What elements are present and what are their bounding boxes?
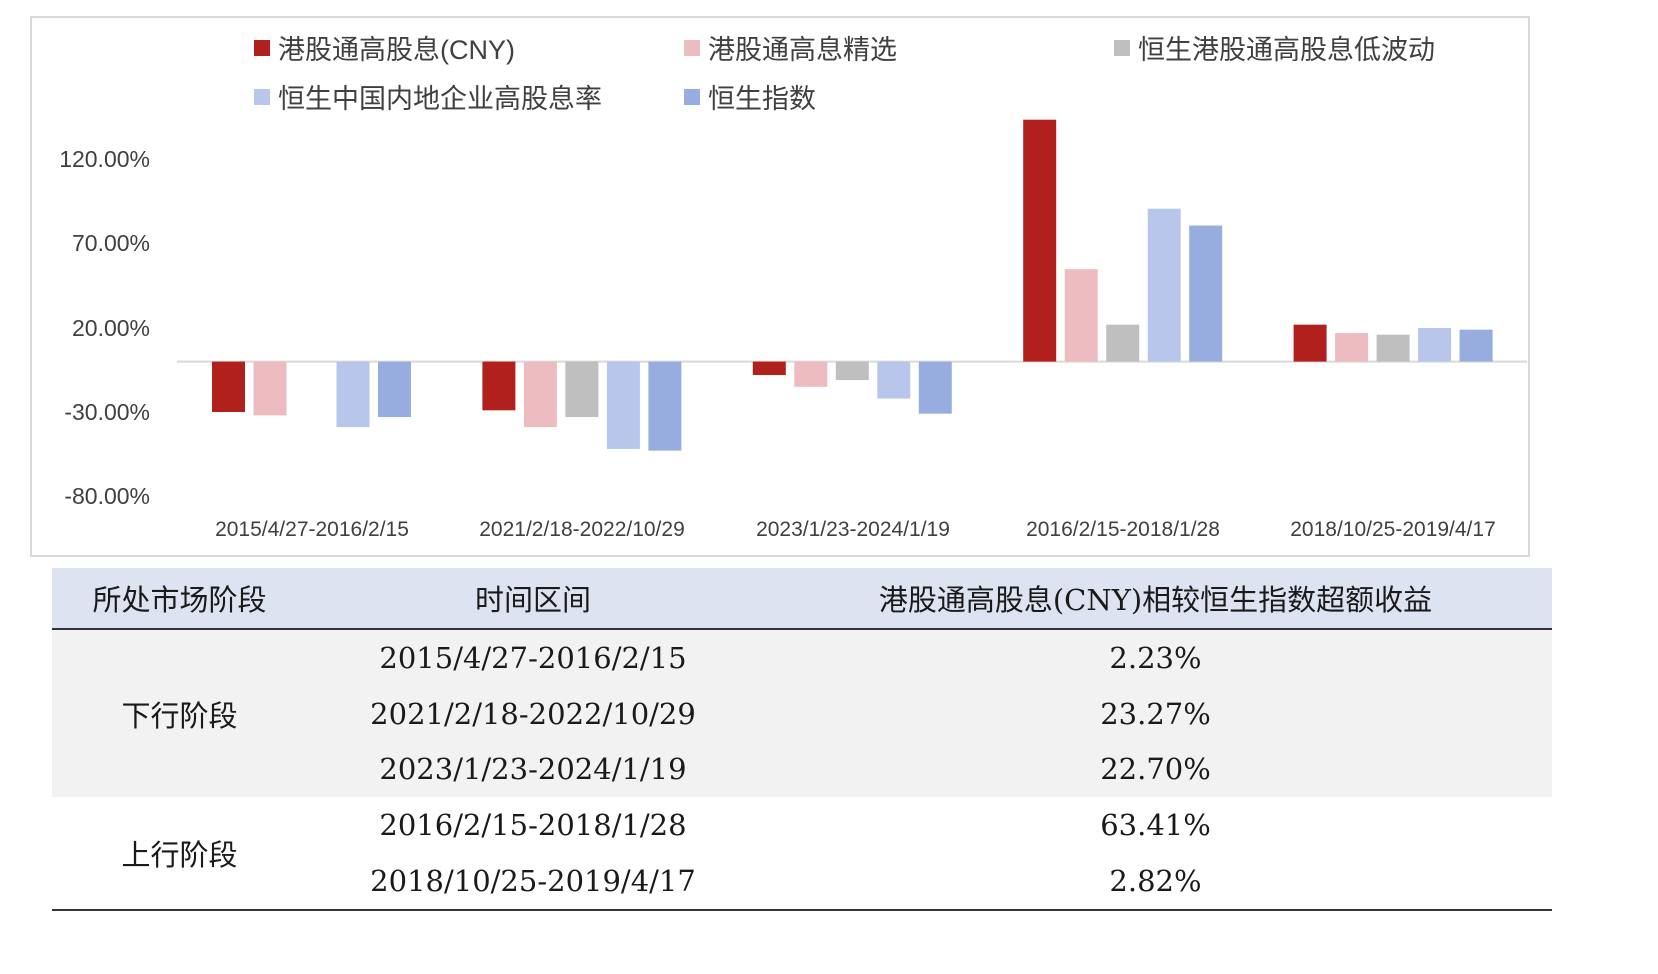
bar-4-3 — [1418, 328, 1452, 362]
legend-item-3: 恒生中国内地企业高股息率 — [254, 77, 602, 116]
table-row: 2021/2/18-2022/10/29 23.27% — [52, 686, 1552, 742]
stage-cell-down: 下行阶段 — [52, 629, 307, 798]
legend-label-1: 港股通高息精选 — [708, 35, 897, 65]
table-header-row: 所处市场阶段 时间区间 港股通高股息(CNY)相较恒生指数超额收益 — [52, 568, 1552, 630]
bar-1-0 — [482, 361, 516, 411]
y-tick-label-0: 120.00% — [59, 146, 150, 172]
period-cell: 2018/10/25-2019/4/17 — [307, 852, 759, 910]
bar-3-0 — [1023, 119, 1057, 362]
bar-0-1 — [253, 361, 287, 416]
table-row: 2018/10/25-2019/4/17 2.82% — [52, 852, 1552, 910]
bar-3-2 — [1106, 324, 1140, 362]
bar-2-0 — [752, 361, 786, 376]
header-stage: 所处市场阶段 — [52, 568, 307, 630]
legend-swatch-0 — [254, 39, 270, 56]
bar-3-1 — [1064, 269, 1098, 362]
excess-cell: 23.27% — [759, 686, 1552, 742]
stage-cell-up: 上行阶段 — [52, 797, 307, 910]
excess-return-table: 所处市场阶段 时间区间 港股通高股息(CNY)相较恒生指数超额收益 下行阶段 2… — [52, 568, 1552, 911]
bar-4-4 — [1459, 329, 1493, 362]
table-row: 上行阶段 2016/2/15-2018/1/28 63.41% — [52, 797, 1552, 910]
bar-chart-plot — [177, 119, 1527, 451]
bar-1-3 — [606, 361, 640, 449]
x-tick-label-0: 2015/4/27-2016/2/15 — [215, 518, 409, 541]
legend-swatch-1 — [684, 39, 700, 56]
x-tick-label-2: 2023/1/23-2024/1/19 — [756, 518, 950, 541]
bar-4-0 — [1293, 324, 1327, 362]
excess-cell: 2.82% — [759, 852, 1552, 910]
bar-2-4 — [918, 361, 952, 414]
bar-0-0 — [212, 361, 245, 412]
legend-item-1: 港股通高息精选 — [684, 28, 897, 67]
bar-2-1 — [794, 361, 828, 387]
legend-swatch-4 — [684, 88, 700, 105]
data-table: 所处市场阶段 时间区间 港股通高股息(CNY)相较恒生指数超额收益 下行阶段 2… — [52, 568, 1552, 911]
excess-cell: 2.23% — [759, 629, 1552, 687]
legend-label-4: 恒生指数 — [708, 84, 816, 114]
legend-swatch-3 — [254, 88, 270, 105]
bar-1-4 — [648, 361, 682, 451]
legend-label-0: 港股通高股息(CNY) — [278, 35, 515, 65]
y-tick-label-2: 20.00% — [71, 315, 150, 341]
excess-cell: 22.70% — [759, 741, 1552, 798]
legend-item-2: 恒生港股通高股息低波动 — [1114, 28, 1435, 67]
y-tick-label-4: -80.00% — [64, 483, 150, 509]
period-cell: 2015/4/27-2016/2/15 — [307, 629, 759, 687]
excess-cell: 63.41% — [759, 797, 1552, 853]
x-tick-label-1: 2021/2/18-2022/10/29 — [479, 518, 685, 541]
bar-2-2 — [835, 361, 869, 381]
y-tick-label-1: 70.00% — [71, 230, 150, 256]
bar-0-4 — [378, 361, 411, 418]
bar-4-1 — [1335, 333, 1369, 362]
period-cell: 2016/2/15-2018/1/28 — [307, 797, 759, 853]
header-excess: 港股通高股息(CNY)相较恒生指数超额收益 — [759, 568, 1552, 630]
bar-1-1 — [523, 361, 557, 428]
y-tick-label-3: -30.00% — [64, 399, 150, 425]
bar-3-4 — [1189, 225, 1223, 362]
period-cell: 2023/1/23-2024/1/19 — [307, 741, 759, 798]
legend-label-2: 恒生港股通高股息低波动 — [1138, 35, 1435, 65]
chart-panel: 港股通高股息(CNY) 港股通高息精选 恒生港股通高股息低波动 恒生中国内地企业… — [30, 16, 1530, 557]
table-row: 2023/1/23-2024/1/19 22.70% — [52, 741, 1552, 798]
x-tick-label-4: 2018/10/25-2019/4/17 — [1290, 518, 1496, 541]
period-cell: 2021/2/18-2022/10/29 — [307, 686, 759, 742]
bar-3-3 — [1147, 208, 1181, 362]
bar-0-3 — [336, 361, 370, 428]
header-period: 时间区间 — [307, 568, 759, 630]
legend-label-3: 恒生中国内地企业高股息率 — [278, 84, 602, 114]
legend-swatch-2 — [1114, 39, 1130, 56]
bar-1-2 — [565, 361, 599, 418]
legend-item-4: 恒生指数 — [684, 77, 816, 116]
table-row: 下行阶段 2015/4/27-2016/2/15 2.23% — [52, 629, 1552, 798]
legend-item-0: 港股通高股息(CNY) — [254, 28, 515, 67]
bar-4-2 — [1376, 334, 1410, 362]
x-tick-label-3: 2016/2/15-2018/1/28 — [1026, 518, 1220, 541]
bar-2-3 — [877, 361, 911, 399]
